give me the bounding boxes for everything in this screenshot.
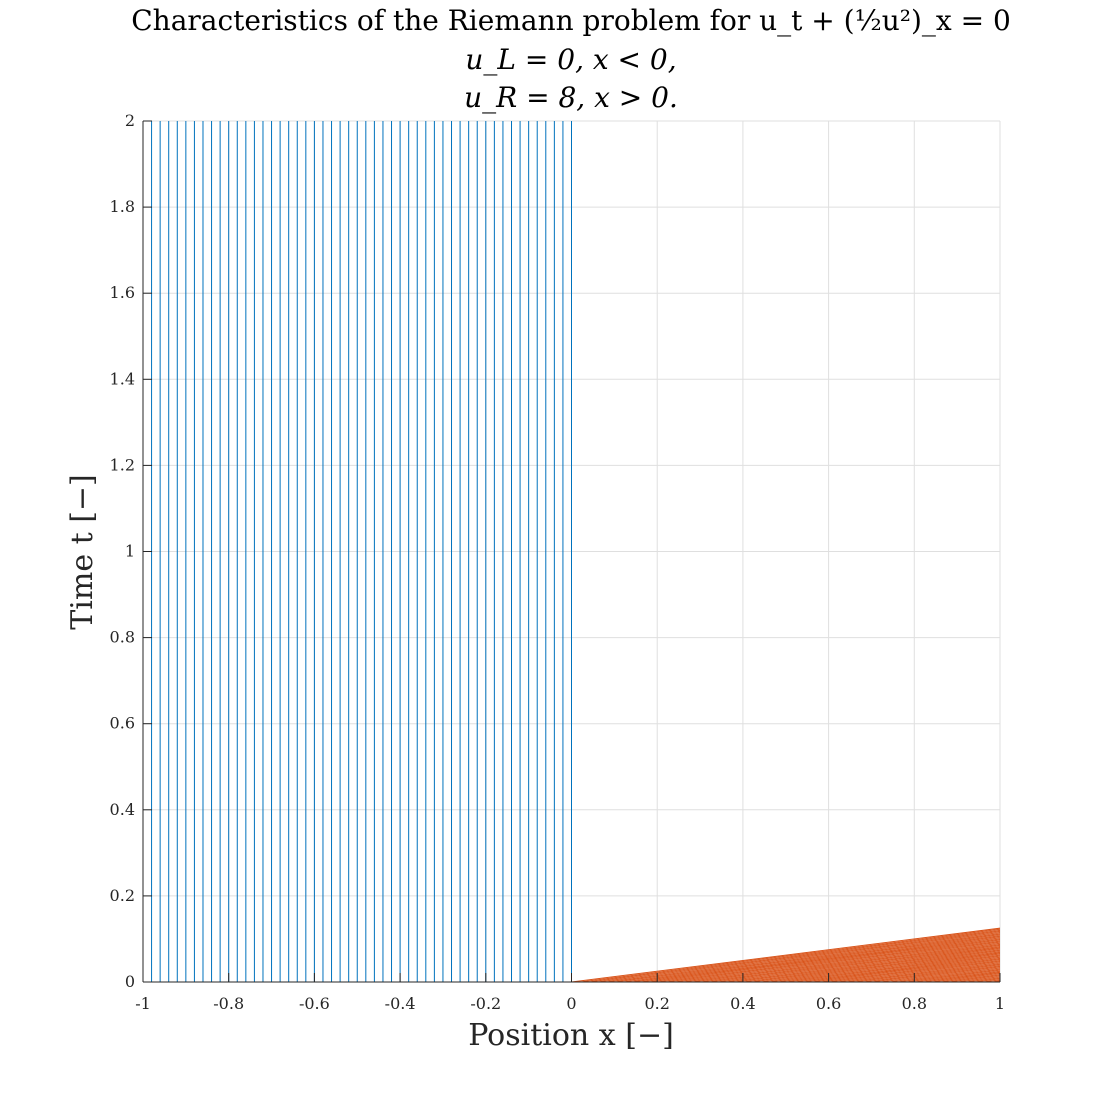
y-tick-label: 1.6: [110, 283, 135, 302]
x-tick-label: -0.8: [213, 994, 244, 1013]
y-tick-label: 1.4: [110, 369, 135, 388]
chart-title-line-2: u_L = 0, x < 0,: [465, 43, 676, 76]
x-tick-label: 0.6: [816, 994, 841, 1013]
y-tick-label: 0.2: [110, 886, 135, 905]
y-tick-label: 1.8: [110, 197, 135, 216]
x-axis-label: Position x [−]: [468, 1018, 674, 1053]
chart-title-line-3: u_R = 8, x > 0.: [464, 81, 678, 114]
x-tick-label: 0.4: [730, 994, 755, 1013]
x-tick-label: -0.4: [385, 994, 416, 1013]
chart-title-line-1: Characteristics of the Riemann problem f…: [131, 4, 1011, 37]
characteristic-line-series-1: [999, 981, 1000, 982]
x-tick-label: -1: [135, 994, 151, 1013]
x-tick-label: 0.2: [644, 994, 669, 1013]
x-tick-label: 1: [995, 994, 1005, 1013]
y-tick-label: 0: [125, 972, 135, 991]
x-tick-label: 0: [566, 994, 576, 1013]
characteristic-line-series-1: [982, 979, 1000, 982]
series-layer: [143, 121, 1000, 982]
y-tick-label: 1: [125, 542, 135, 561]
ticks: -1 -0.8 -0.6 -0.4 -0.2 0 0.2 0.4 0.6 0.8 1 0 0.2 0.4 0…: [110, 111, 1006, 1013]
y-tick-label: 2: [125, 111, 135, 130]
y-tick-label: 1.2: [110, 455, 135, 474]
y-tick-label: 0.4: [110, 800, 135, 819]
y-axis-label: Time t [−]: [65, 474, 100, 629]
x-tick-label: 0.8: [902, 994, 927, 1013]
x-tick-label: -0.2: [470, 994, 501, 1013]
x-tick-label: -0.6: [299, 994, 330, 1013]
y-tick-label: 0.6: [110, 714, 135, 733]
characteristic-line-series-1: [991, 980, 1000, 982]
y-tick-label: 0.8: [110, 628, 135, 647]
